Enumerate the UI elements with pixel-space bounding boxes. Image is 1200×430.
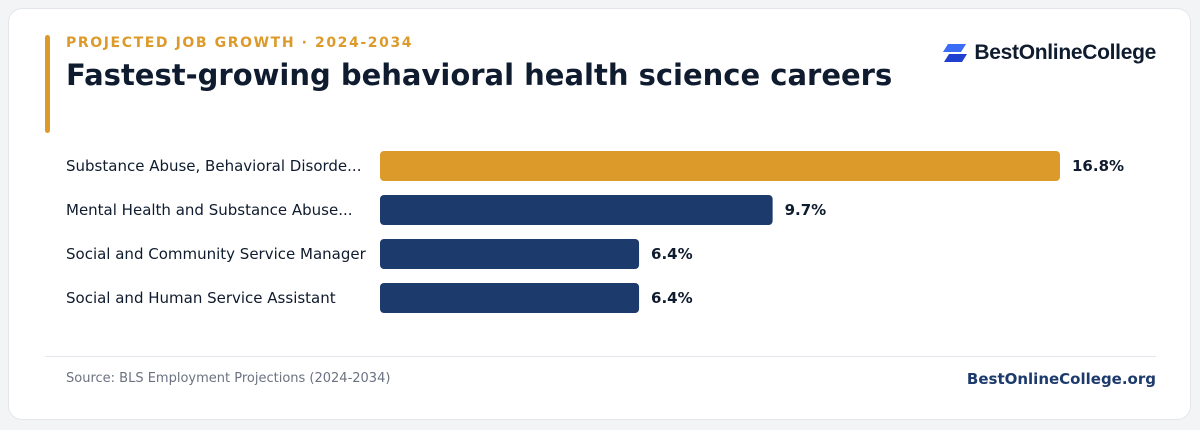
- value-label: 16.8%: [1072, 157, 1124, 175]
- bar: [380, 151, 1060, 181]
- brand-name: BestOnlineCollege: [974, 41, 1156, 64]
- bar-chart: Substance Abuse, Behavioral Disorde... 16…: [66, 151, 1124, 313]
- chart-title: Fastest-growing behavioral health scienc…: [66, 58, 893, 92]
- brand-logo: BestOnlineCollege: [942, 41, 1156, 65]
- bar: [380, 283, 640, 313]
- eyebrow-label: PROJECTED JOB GROWTH · 2024-2034: [66, 35, 414, 51]
- bar: [380, 239, 640, 269]
- category-label: Social and Community Service Manager: [66, 245, 367, 263]
- category-label: Mental Health and Substance Abuse...: [66, 201, 353, 219]
- category-label: Social and Human Service Assistant: [66, 289, 336, 307]
- chart-card: PROJECTED JOB GROWTH · 2024-2034 Fastest…: [8, 8, 1191, 420]
- site-link[interactable]: BestOnlineCollege.org: [966, 370, 1156, 388]
- footer-divider: [45, 356, 1156, 357]
- value-label: 9.7%: [785, 201, 827, 219]
- bar: [380, 195, 773, 225]
- accent-bar: [45, 35, 50, 133]
- value-label: 6.4%: [651, 245, 693, 263]
- source-note: Source: BLS Employment Projections (2024…: [66, 371, 391, 386]
- brand-logo-icon: [943, 44, 968, 62]
- category-label: Substance Abuse, Behavioral Disorde...: [66, 157, 361, 175]
- value-label: 6.4%: [651, 289, 693, 307]
